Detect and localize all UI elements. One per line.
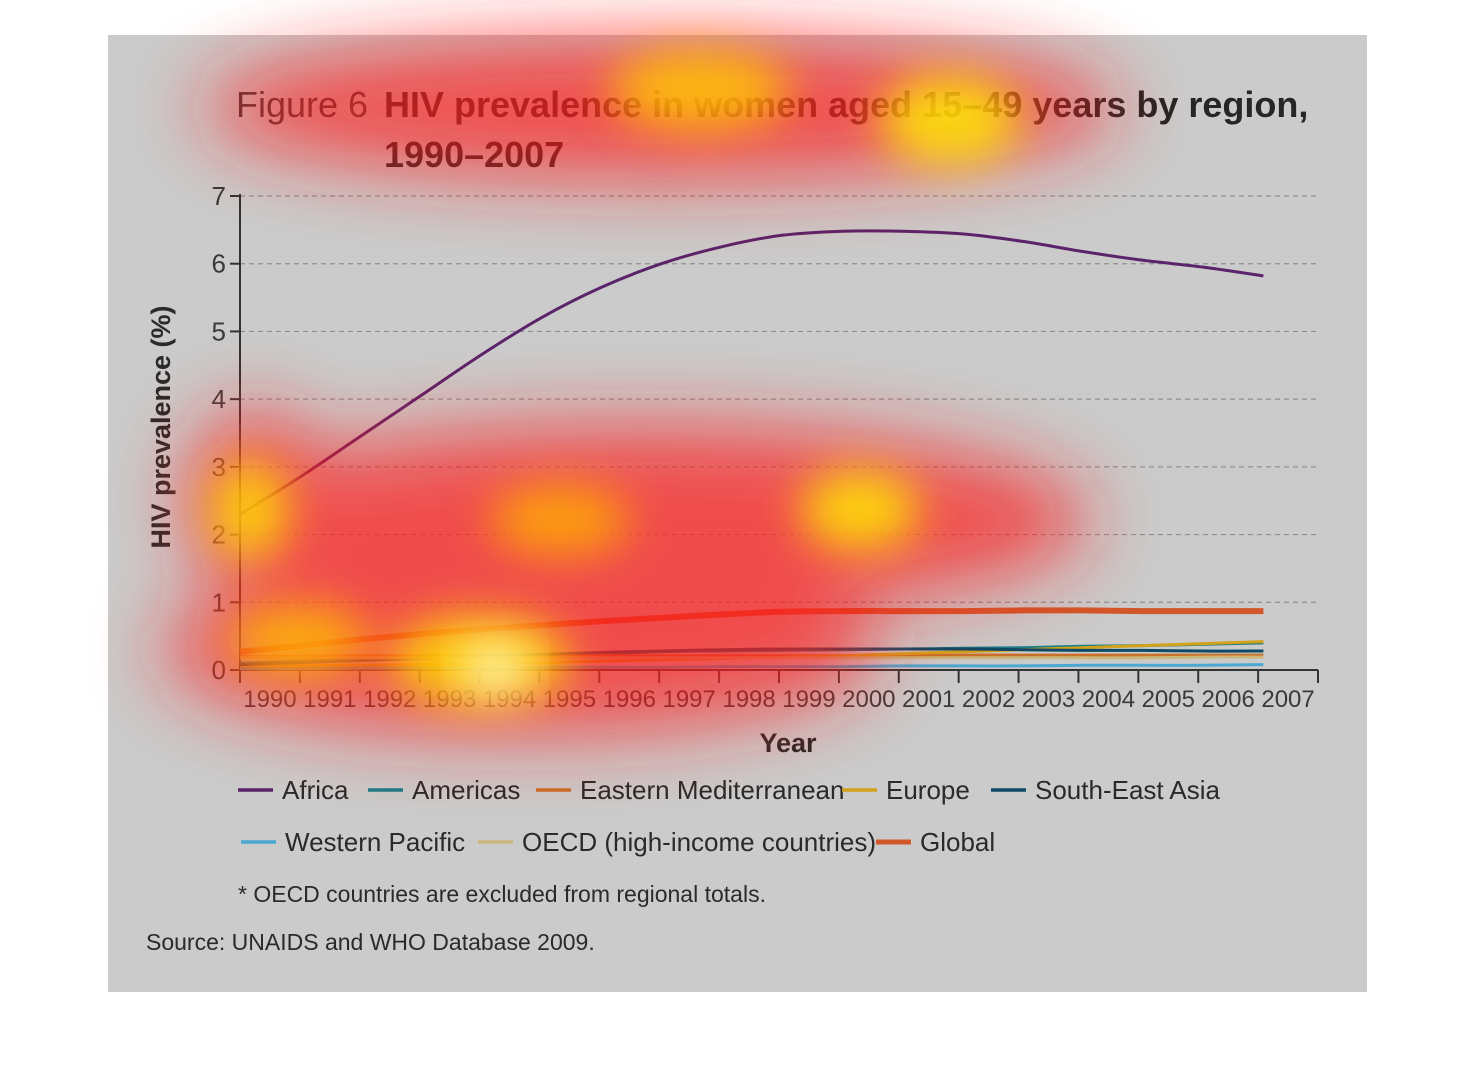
x-tick-label-1990: 1990 [243,686,296,713]
series-line-africa [239,229,1264,516]
x-tick-label-1993: 1993 [423,686,476,713]
x-tick-label-1994: 1994 [483,686,536,713]
x-tick-label-1997: 1997 [662,686,715,713]
x-tick-label-2000: 2000 [842,686,895,713]
figure-title-line-2: 1990–2007 [384,134,564,175]
legend-label-south-east-asia: South-East Asia [1035,775,1221,805]
legend-label-americas: Americas [412,775,520,805]
legend-label-global: Global [920,827,995,857]
y-tick-label-2: 2 [212,520,226,550]
x-tick-label-1992: 1992 [363,686,416,713]
figure-label: Figure 6 [236,84,368,125]
legend: Africa Americas Eastern Mediterranean Europ… [238,775,1221,857]
x-tick-label-1991: 1991 [303,686,356,713]
x-tick-label-2001: 2001 [902,686,955,713]
y-tick-label-4: 4 [212,384,226,414]
legend-label-oecd-high-income-countries: OECD (high-income countries) [522,827,876,857]
x-tick-label-2006: 2006 [1201,686,1254,713]
y-tick-label-3: 3 [212,452,226,482]
y-tick-label-6: 6 [212,249,226,279]
series-line-oecd-high-income-countries [239,655,1264,660]
x-tick-label-1998: 1998 [722,686,775,713]
x-tick-label-1996: 1996 [603,686,656,713]
x-tick-label-2007: 2007 [1261,686,1314,713]
x-tick-label-1999: 1999 [782,686,835,713]
series-lines [239,229,1264,671]
x-tick-label-2004: 2004 [1082,686,1135,713]
legend-label-western-pacific: Western Pacific [285,827,465,857]
footnote: * OECD countries are excluded from regio… [238,881,766,907]
figure-panel: Figure 6 HIV prevalence in women aged 15… [108,35,1367,992]
y-tick-label-7: 7 [212,181,226,211]
legend-label-africa: Africa [282,775,349,805]
y-tick-label-5: 5 [212,316,226,346]
y-tick-label-1: 1 [212,587,226,617]
x-tick-label-2003: 2003 [1022,686,1075,713]
x-tick-label-2005: 2005 [1142,686,1195,713]
gridlines [240,195,1318,603]
figure-title-line-1: HIV prevalence in women aged 15–49 years… [384,84,1308,125]
y-tick-label-0: 0 [212,655,226,685]
source-note: Source: UNAIDS and WHO Database 2009. [146,929,595,955]
x-axis-title: Year [759,728,817,758]
legend-label-europe: Europe [886,775,970,805]
x-tick-label-2002: 2002 [962,686,1015,713]
chart: Figure 6 HIV prevalence in women aged 15… [146,84,1319,955]
x-tick-label-1995: 1995 [543,686,596,713]
legend-label-eastern-mediterranean: Eastern Mediterranean [580,775,844,805]
y-axis-title: HIV prevalence (%) [146,305,176,548]
